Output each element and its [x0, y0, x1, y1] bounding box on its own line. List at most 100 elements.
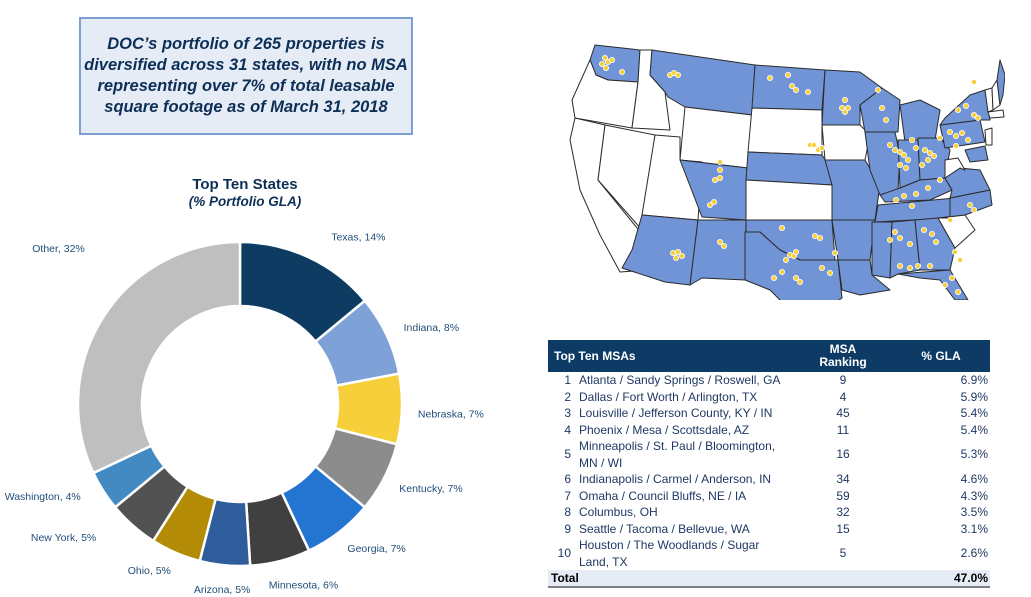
property-marker: [952, 133, 959, 140]
slice-label: Other, 32%: [32, 243, 85, 255]
property-marker: [619, 69, 626, 76]
state-tx: [744, 231, 843, 300]
property-marker: [970, 112, 977, 119]
property-marker: [928, 230, 935, 237]
msa-ranking: 34: [836, 472, 850, 486]
property-marker: [941, 281, 948, 288]
slice-label: New York, 5%: [31, 532, 96, 544]
msa-ranking: 32: [836, 505, 850, 519]
slice-label: Georgia, 7%: [347, 543, 405, 555]
property-marker: [896, 262, 903, 269]
state-md: [964, 145, 989, 163]
donut-labels: Texas, 14% Indiana, 8% Nebraska, 7% Kentuck…: [5, 231, 484, 596]
msa-gla: 5.4%: [960, 422, 988, 437]
property-marker: [954, 288, 961, 295]
property-marker: [896, 148, 903, 155]
msa-name: Seattle / Tacoma / Bellevue, WA: [579, 521, 750, 536]
property-marker: [962, 103, 969, 110]
table-row: 7 Omaha / Council Bluffs, NE / IA 59 4.3%: [548, 488, 990, 505]
property-marker: [675, 72, 682, 79]
property-marker: [811, 232, 818, 239]
msa-name: Louisville / Jefferson County, KY / IN: [579, 406, 773, 420]
property-marker: [926, 149, 933, 156]
property-marker: [936, 176, 943, 183]
property-marker: [946, 129, 953, 136]
row-number: 10: [557, 546, 571, 561]
msa-ranking: 9: [839, 373, 847, 387]
property-marker: [826, 269, 833, 276]
state-ks: [745, 179, 833, 221]
state-fl: [897, 269, 969, 300]
state-wy: [679, 106, 753, 169]
property-marker: [679, 252, 686, 259]
property-marker: [904, 156, 911, 163]
summary-line: representing over 7% of total leasable: [97, 77, 395, 95]
property-marker: [710, 198, 717, 205]
property-marker: [936, 135, 943, 142]
property-marker: [896, 161, 903, 168]
msa-gla: 5.3%: [960, 447, 988, 462]
property-marker: [906, 240, 913, 247]
property-marker: [892, 196, 899, 203]
property-marker: [924, 156, 931, 163]
header-rank-line1: MSA: [829, 342, 857, 356]
table-header-row: Top Ten MSAs MSA Ranking % GLA: [548, 340, 990, 372]
property-marker: [891, 228, 898, 235]
summary-text: DOC’s portfolio of 265 properties is div…: [84, 34, 408, 118]
state-nd: [751, 64, 826, 111]
property-marker: [766, 75, 773, 82]
msa-gla: 4.6%: [960, 472, 988, 486]
state-ar: [831, 219, 876, 261]
property-marker: [804, 89, 811, 96]
property-marker: [920, 226, 927, 233]
summary-line: diversified across 31 states, with no MS…: [84, 56, 408, 74]
state-ms: [871, 221, 893, 279]
state-me: [996, 59, 1005, 106]
property-marker: [902, 164, 909, 171]
property-marker: [841, 97, 848, 104]
property-marker: [720, 242, 727, 249]
table-row: 4 Phoenix / Mesa / Scottsdale, AZ 11 5.4%: [548, 422, 990, 439]
property-marker: [912, 190, 919, 197]
property-marker: [841, 109, 848, 116]
property-marker: [778, 268, 785, 275]
property-marker: [958, 130, 965, 137]
property-marker: [900, 151, 907, 158]
donut-slices: [76, 240, 404, 568]
slice-label: Texas, 14%: [331, 231, 385, 243]
property-marker: [784, 72, 791, 79]
msa-name: Omaha / Council Bluffs, NE / IA: [579, 488, 747, 503]
table-row: 2 Dallas / Fort Worth / Arlington, TX 4 5.9…: [548, 389, 990, 406]
property-marker: [778, 224, 785, 231]
state-mi: [899, 99, 941, 143]
property-marker: [599, 61, 606, 68]
table-row: 8 Columbus, OH 32 3.5%: [548, 504, 990, 521]
row-number: 8: [564, 505, 571, 519]
property-marker: [673, 254, 680, 261]
state-ne: [745, 151, 836, 186]
row-number: 5: [564, 447, 571, 462]
property-marker: [951, 248, 958, 255]
property-marker: [964, 137, 971, 144]
table-row: 6 Indianapolis / Carmel / Anderson, IN 34 4…: [548, 471, 990, 488]
property-marker: [932, 238, 939, 245]
msa-name: Minneapolis / St. Paul / Bloomington, MN…: [579, 439, 776, 470]
row-number: 9: [564, 521, 571, 536]
msa-gla: 5.4%: [960, 406, 988, 420]
chart-title: Top Ten States: [192, 176, 298, 193]
property-marker: [609, 57, 616, 64]
property-marker: [711, 176, 718, 183]
slice-label: Washington, 4%: [5, 491, 81, 503]
state-sd: [747, 107, 823, 156]
msa-name: Indianapolis / Carmel / Anderson, IN: [579, 472, 772, 486]
property-marker: [792, 248, 799, 255]
table-row: 3 Louisville / Jefferson County, KY / IN 4…: [548, 405, 990, 422]
msa-gla: 2.6%: [960, 546, 988, 561]
property-marker: [788, 83, 795, 90]
total-label: Total: [548, 570, 892, 588]
summary-callout: DOC’s portfolio of 265 properties is div…: [79, 17, 413, 135]
state-wv: [944, 157, 966, 179]
property-marker: [886, 236, 893, 243]
table-row: 10 Houston / The Woodlands / Sugar Land, …: [548, 537, 990, 570]
property-marker: [896, 234, 903, 241]
